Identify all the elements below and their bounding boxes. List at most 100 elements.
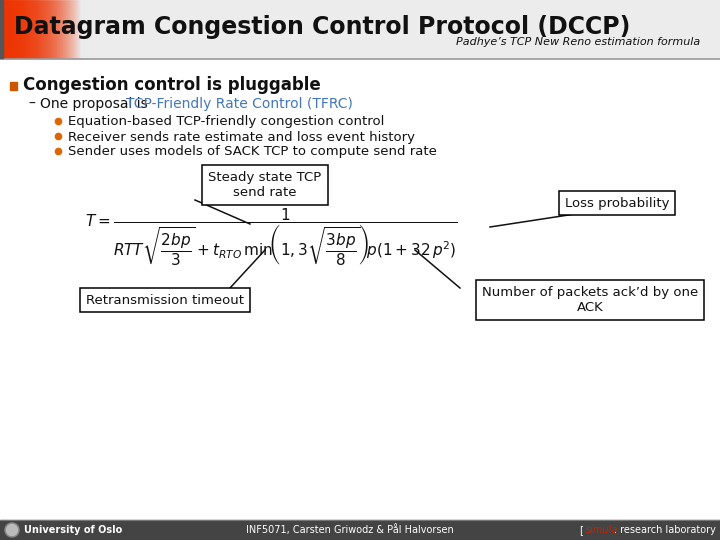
Text: [: [ — [580, 525, 587, 535]
Bar — [40, 0, 41, 58]
Bar — [21, 0, 22, 58]
Bar — [62, 0, 63, 58]
Text: –: – — [28, 97, 35, 111]
Bar — [49, 0, 50, 58]
Bar — [39, 0, 40, 58]
Bar — [20, 0, 21, 58]
Text: Retransmission timeout: Retransmission timeout — [86, 294, 244, 307]
Bar — [77, 0, 78, 58]
Bar — [31, 0, 32, 58]
Bar — [0, 0, 720, 58]
Bar — [36, 0, 37, 58]
Bar — [18, 0, 19, 58]
Bar — [2, 0, 3, 58]
Bar — [73, 0, 74, 58]
Bar — [69, 0, 70, 58]
Bar — [0, 0, 3, 58]
Bar — [29, 0, 30, 58]
Bar — [65, 0, 66, 58]
Bar — [44, 0, 45, 58]
Bar — [55, 0, 56, 58]
Text: Steady state TCP
send rate: Steady state TCP send rate — [208, 171, 322, 199]
Bar — [5, 0, 6, 58]
Bar — [72, 0, 73, 58]
Text: Datagram Congestion Control Protocol (DCCP): Datagram Congestion Control Protocol (DC… — [14, 15, 631, 39]
Bar — [16, 0, 17, 58]
Bar — [68, 0, 69, 58]
Bar — [61, 0, 62, 58]
Bar — [53, 0, 54, 58]
Bar — [11, 0, 12, 58]
Bar — [70, 0, 71, 58]
Bar — [51, 0, 52, 58]
Bar — [79, 0, 80, 58]
Bar — [66, 0, 67, 58]
Bar — [14, 0, 15, 58]
Text: simula: simula — [586, 525, 618, 535]
Bar — [35, 0, 36, 58]
Text: TCP-Friendly Rate Control (TFRC): TCP-Friendly Rate Control (TFRC) — [125, 97, 353, 111]
Bar — [0, 520, 720, 540]
Circle shape — [6, 524, 17, 536]
Bar — [6, 0, 7, 58]
Bar — [38, 0, 39, 58]
Text: INF5071, Carsten Griwodz & Pål Halvorsen: INF5071, Carsten Griwodz & Pål Halvorsen — [246, 524, 454, 536]
Bar — [12, 0, 13, 58]
Bar — [19, 0, 20, 58]
Bar — [0, 0, 1, 58]
Bar — [10, 82, 17, 90]
Bar — [47, 0, 48, 58]
Bar — [63, 0, 64, 58]
Bar — [28, 0, 29, 58]
Text: University of Oslo: University of Oslo — [24, 525, 122, 535]
Bar — [43, 0, 44, 58]
Bar — [50, 0, 51, 58]
Bar — [23, 0, 24, 58]
Bar — [30, 0, 31, 58]
Bar — [13, 0, 14, 58]
Bar — [32, 0, 33, 58]
Bar — [46, 0, 47, 58]
Bar — [54, 0, 55, 58]
Bar — [42, 0, 43, 58]
Bar — [26, 0, 27, 58]
Text: Receiver sends rate estimate and loss event history: Receiver sends rate estimate and loss ev… — [68, 131, 415, 144]
Bar — [71, 0, 72, 58]
Bar — [24, 0, 25, 58]
Text: Padhye’s TCP New Reno estimation formula: Padhye’s TCP New Reno estimation formula — [456, 37, 700, 47]
Bar — [33, 0, 34, 58]
Bar — [15, 0, 16, 58]
Text: Sender uses models of SACK TCP to compute send rate: Sender uses models of SACK TCP to comput… — [68, 145, 437, 159]
Bar — [10, 0, 11, 58]
Bar — [1, 0, 2, 58]
Text: . research laboratory ]: . research laboratory ] — [614, 525, 720, 535]
Bar — [3, 0, 4, 58]
Bar — [7, 0, 8, 58]
Bar — [60, 0, 61, 58]
Bar — [4, 0, 5, 58]
Bar — [74, 0, 75, 58]
Bar — [56, 0, 57, 58]
Bar — [25, 0, 26, 58]
Bar — [45, 0, 46, 58]
Bar — [34, 0, 35, 58]
Bar — [64, 0, 65, 58]
Text: $T = \dfrac{1}{RTT\sqrt{\dfrac{2bp}{3}} + t_{RTO}\,\mathrm{min}\!\left(1,3\sqrt{: $T = \dfrac{1}{RTT\sqrt{\dfrac{2bp}{3}} … — [85, 206, 458, 268]
Bar — [27, 0, 28, 58]
Text: Congestion control is pluggable: Congestion control is pluggable — [23, 76, 320, 94]
Text: One proposal is: One proposal is — [40, 97, 152, 111]
Bar — [59, 0, 60, 58]
Bar — [78, 0, 79, 58]
Text: Number of packets ack’d by one
ACK: Number of packets ack’d by one ACK — [482, 286, 698, 314]
Bar — [22, 0, 23, 58]
Bar — [57, 0, 58, 58]
Bar — [58, 0, 59, 58]
Bar — [8, 0, 9, 58]
Bar — [76, 0, 77, 58]
Bar — [17, 0, 18, 58]
Bar — [75, 0, 76, 58]
Circle shape — [5, 523, 19, 537]
Bar — [41, 0, 42, 58]
Bar — [67, 0, 68, 58]
Bar — [48, 0, 49, 58]
